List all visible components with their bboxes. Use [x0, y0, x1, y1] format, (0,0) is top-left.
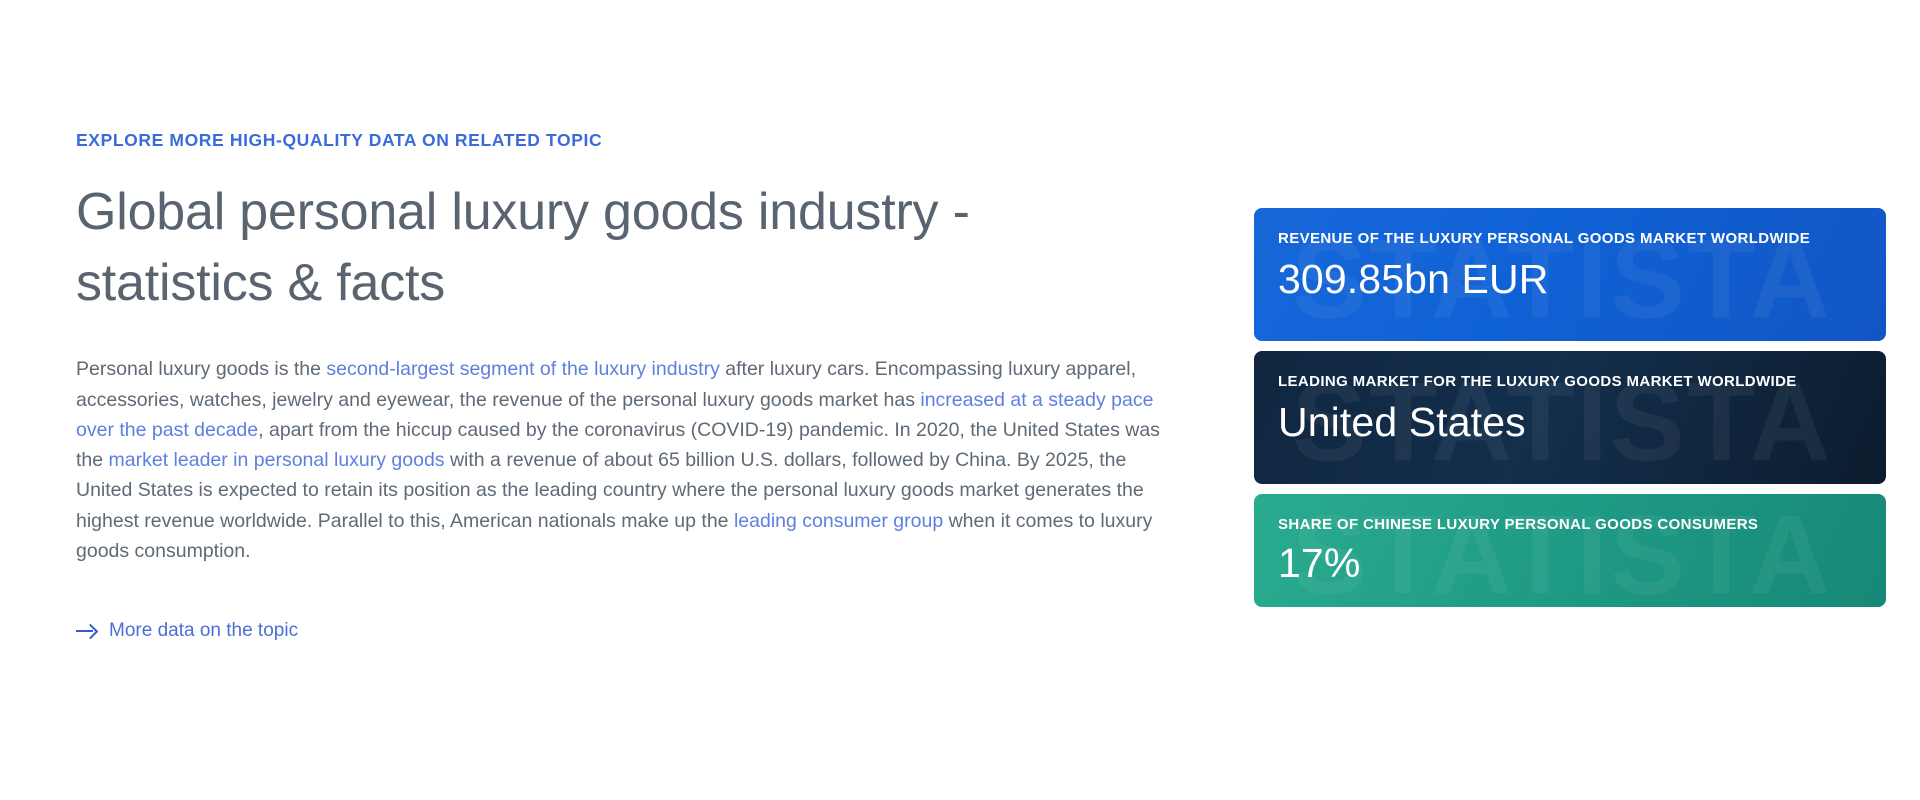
- key-figures-card-list: STATISTA REVENUE OF THE LUXURY PERSONAL G…: [1254, 208, 1886, 608]
- body-text-run: after luxury cars. Encompassing luxury a…: [76, 358, 1137, 411]
- stat-card-share-chinese-luxury-personal-goods-consumers[interactable]: STATISTA SHARE OF CHINESE LUXURY PERSONAL…: [1254, 494, 1886, 608]
- body-inline-link[interactable]: leading consumer group: [733, 509, 944, 532]
- stat-card-value: United States: [1278, 399, 1526, 446]
- section-kicker: EXPLORE MORE HIGH-QUALITY DATA ON RELATE…: [76, 130, 603, 150]
- article-summary-column: EXPLORE MORE HIGH-QUALITY DATA ON RELATE…: [76, 130, 1176, 643]
- body-text-run: Personal luxury goods is the: [76, 358, 327, 381]
- stat-card-label: REVENUE OF THE LUXURY PERSONAL GOODS MAR…: [1278, 230, 1811, 247]
- stat-card-value: 309.85bn EUR: [1278, 256, 1549, 303]
- body-text-run: when it comes to luxury goods consumptio…: [76, 509, 1153, 562]
- page-title: Global personal luxury goods industry - …: [76, 183, 970, 312]
- body-inline-link[interactable]: market leader in personal luxury goods: [108, 449, 445, 472]
- article-body-paragraph: Personal luxury goods is the second-larg…: [76, 354, 1171, 566]
- stat-card-label: SHARE OF CHINESE LUXURY PERSONAL GOODS C…: [1278, 516, 1759, 533]
- body-text-run: with a revenue of about 65 billion U.S. …: [76, 449, 1144, 532]
- stat-card-label: LEADING MARKET FOR THE LUXURY GOODS MARK…: [1278, 373, 1797, 390]
- arrow-right-icon: [76, 624, 98, 638]
- more-data-link-label: More data on the topic: [109, 619, 299, 641]
- body-inline-link[interactable]: second-largest segment of the luxury ind…: [326, 358, 720, 381]
- body-text-run: , apart from the hiccup caused by the co…: [76, 418, 1160, 472]
- more-data-link[interactable]: More data on the topic: [76, 620, 298, 642]
- stat-card-value: 17%: [1278, 540, 1361, 587]
- stat-card-revenue-luxury-personal-goods-worldwide[interactable]: STATISTA REVENUE OF THE LUXURY PERSONAL G…: [1254, 208, 1886, 341]
- body-inline-link[interactable]: increased at a steady pace over the past…: [76, 388, 1154, 441]
- stat-card-leading-market-luxury-goods-worldwide[interactable]: STATISTA LEADING MARKET FOR THE LUXURY GO…: [1254, 351, 1886, 484]
